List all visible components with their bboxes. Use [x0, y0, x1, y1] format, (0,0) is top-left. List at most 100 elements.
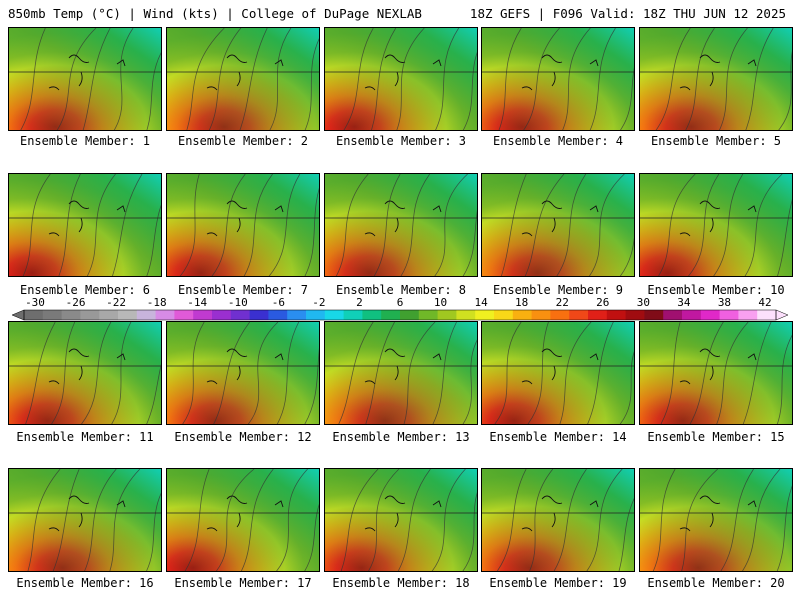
isotherm-contour [681, 469, 719, 571]
isotherm-contour [718, 28, 748, 130]
isotherm-contour [86, 174, 116, 276]
isotherm-contour [586, 469, 623, 571]
cool-air-field [482, 322, 634, 424]
isotherm-contour [335, 174, 369, 276]
colorbar-segment [512, 310, 533, 320]
isotherm-contour [742, 322, 772, 424]
header-right-title: 18Z GEFS | F096 Valid: 18Z THU JUN 12 20… [469, 6, 786, 21]
isotherm-contour [338, 322, 374, 424]
cool-air-field [167, 28, 319, 130]
isotherm-contour [462, 492, 477, 571]
ensemble-member-map [324, 468, 478, 572]
isotherm-contour [529, 469, 554, 571]
colorbar-segment [174, 310, 194, 320]
cool-air-field [482, 469, 634, 571]
ensemble-member-map [481, 173, 635, 277]
cool-air-field [325, 469, 477, 571]
isotherm-contour [111, 174, 143, 276]
isotherm-contour [619, 351, 634, 424]
colorbar-segment [494, 310, 514, 320]
colorbar-tick-label: 34 [677, 296, 691, 309]
ensemble-member-map [8, 173, 162, 277]
coastline [679, 200, 757, 237]
isotherm-contour [304, 38, 319, 130]
isotherm-contour [562, 28, 591, 130]
colorbar-tick-label: 26 [596, 296, 610, 309]
cool-air-field [167, 174, 319, 276]
isotherm-contour [618, 498, 634, 571]
isotherm-contour [776, 485, 792, 571]
isotherm-contour [268, 174, 301, 276]
coastline [521, 200, 599, 237]
cool-air-field [640, 174, 792, 276]
colorbar-segment [306, 310, 326, 320]
coastline [364, 348, 442, 385]
isotherm-contour [652, 469, 676, 571]
ensemble-member-label: Ensemble Member: 10 [647, 283, 785, 297]
colorbar-segment [700, 310, 721, 320]
cool-air-field [9, 174, 161, 276]
ensemble-member-map [8, 27, 162, 131]
isotherm-contour [186, 28, 225, 130]
isotherm-contour [553, 469, 587, 571]
isotherm-contour [20, 28, 46, 130]
ensemble-member-map [481, 27, 635, 131]
colorbar-border [23, 309, 777, 321]
isotherm-contour [524, 174, 565, 276]
ensemble-member-map [324, 321, 478, 425]
colorbar-tick-label: 6 [396, 296, 404, 309]
isotherm-contour [556, 174, 587, 276]
isotherm-contour [27, 469, 61, 571]
colorbar-segment [80, 310, 100, 320]
isotherm-contour [777, 199, 792, 276]
isotherm-contour [657, 174, 696, 276]
ensemble-member-map [639, 27, 793, 131]
colorbar-segment [362, 310, 382, 320]
ensemble-member-map [166, 173, 320, 277]
colorbar-segment [400, 310, 420, 320]
isotherm-contour [52, 469, 80, 571]
ensemble-member-map [8, 468, 162, 572]
colorbar-segment [136, 310, 157, 320]
isotherm-contour [431, 469, 466, 571]
cool-air-field [640, 469, 792, 571]
isotherm-contour [146, 204, 161, 276]
cool-air-field [482, 28, 634, 130]
ensemble-member-label: Ensemble Member: 5 [650, 134, 782, 148]
colorbar-segment [249, 310, 269, 320]
isotherm-contour [527, 322, 549, 424]
isotherm-contour [687, 174, 720, 276]
isotherm-contour [82, 28, 111, 130]
colorbar-segment [738, 310, 758, 320]
isotherm-contour [276, 322, 300, 424]
isotherm-contour [215, 469, 255, 571]
colorbar-segment [324, 310, 345, 320]
isotherm-contour [51, 322, 76, 424]
coastline [206, 54, 284, 91]
colorbar-segment [99, 310, 119, 320]
isotherm-contour [655, 28, 691, 130]
isotherm-contour [660, 322, 681, 424]
coastline [48, 348, 126, 385]
cool-air-field [9, 28, 161, 130]
isotherm-contour [179, 174, 200, 276]
cool-air-field [167, 322, 319, 424]
colorbar-segment [212, 310, 232, 320]
isotherm-contour [685, 28, 715, 130]
ensemble-member-label: Ensemble Member: 20 [647, 576, 785, 590]
ensemble-member-label: Ensemble Member: 15 [647, 430, 785, 444]
isotherm-contour [343, 28, 374, 130]
ensemble-member-label: Ensemble Member: 11 [16, 430, 154, 444]
isotherm-contour [496, 469, 527, 571]
isotherm-contour [435, 28, 460, 130]
isotherm-contour [462, 339, 477, 424]
isotherm-contour [432, 322, 457, 424]
isotherm-contour [304, 504, 319, 571]
cool-air-field [640, 322, 792, 424]
isotherm-contour [741, 469, 781, 571]
isotherm-contour [716, 322, 749, 424]
isotherm-contour [523, 28, 560, 130]
colorbar-tick-label: -30 [25, 296, 45, 309]
header-left-title: 850mb Temp (°C) | Wind (kts) | College o… [8, 6, 422, 21]
colorbar-segment [682, 310, 702, 320]
